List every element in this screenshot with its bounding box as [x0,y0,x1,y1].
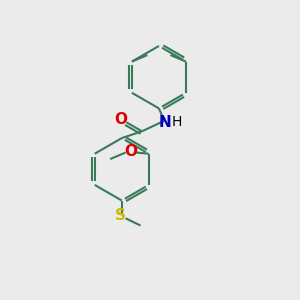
Text: O: O [114,112,128,127]
Text: H: H [172,115,182,129]
Text: O: O [124,144,137,159]
Text: N: N [159,115,172,130]
Text: S: S [115,208,126,224]
